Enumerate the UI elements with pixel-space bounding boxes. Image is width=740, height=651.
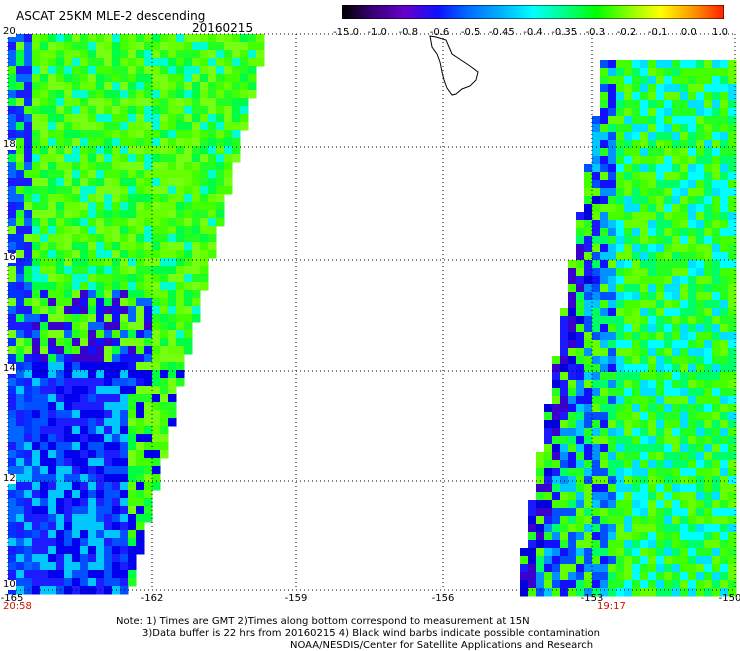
colorbar-label: -0.2 xyxy=(616,27,637,38)
colorbar-label: -0.3 xyxy=(585,27,606,38)
product-date: 20160215 xyxy=(192,21,254,35)
colorbar-label: 0.0 xyxy=(680,27,697,38)
lat-label-10: 10 xyxy=(3,579,16,590)
lat-label-16: 16 xyxy=(3,252,16,263)
colorbar-label: -0.5 xyxy=(460,27,481,38)
product-title: ASCAT 25KM MLE-2 descending xyxy=(16,9,206,23)
colorbar-label: -1.0 xyxy=(367,27,387,38)
colorbar-label: -15.0 xyxy=(333,27,359,38)
colorbar-label: -0.45 xyxy=(488,27,515,38)
colorbar-label: -0.6 xyxy=(429,27,450,38)
time-label-left: 20:58 xyxy=(3,601,32,612)
hawaii-island-outline xyxy=(429,35,479,96)
colorbar-label: -0.4 xyxy=(523,27,543,38)
lat-label-20: 20 xyxy=(3,26,16,37)
lon-label-150: -150 xyxy=(718,593,740,604)
lon-label-159: -159 xyxy=(284,593,308,604)
colorbar-label: -0.8 xyxy=(398,27,419,38)
footer-note-line2: 3)Data buffer is 22 hrs from 20160215 4)… xyxy=(142,628,600,639)
lat-label-14: 14 xyxy=(3,363,16,374)
lon-label-156: -156 xyxy=(431,593,455,604)
lat-label-12: 12 xyxy=(3,473,16,484)
lon-label-162: -162 xyxy=(140,593,164,604)
footer-note-line1: Note: 1) Times are GMT 2)Times along bot… xyxy=(116,616,530,627)
colorbar-gradient xyxy=(342,5,724,19)
time-label-right: 19:17 xyxy=(597,601,626,612)
colorbar-label: -0.1 xyxy=(647,27,668,38)
colorbar xyxy=(342,5,724,19)
lon-label-165: -165 xyxy=(0,593,24,604)
colorbar-label: -0.35 xyxy=(551,27,578,38)
lat-label-18: 18 xyxy=(3,139,16,150)
lon-label-153: -153 xyxy=(580,593,604,604)
footer-credit: NOAA/NESDIS/Center for Satellite Applica… xyxy=(290,640,594,651)
colorbar-label: 1.0 xyxy=(712,27,728,38)
